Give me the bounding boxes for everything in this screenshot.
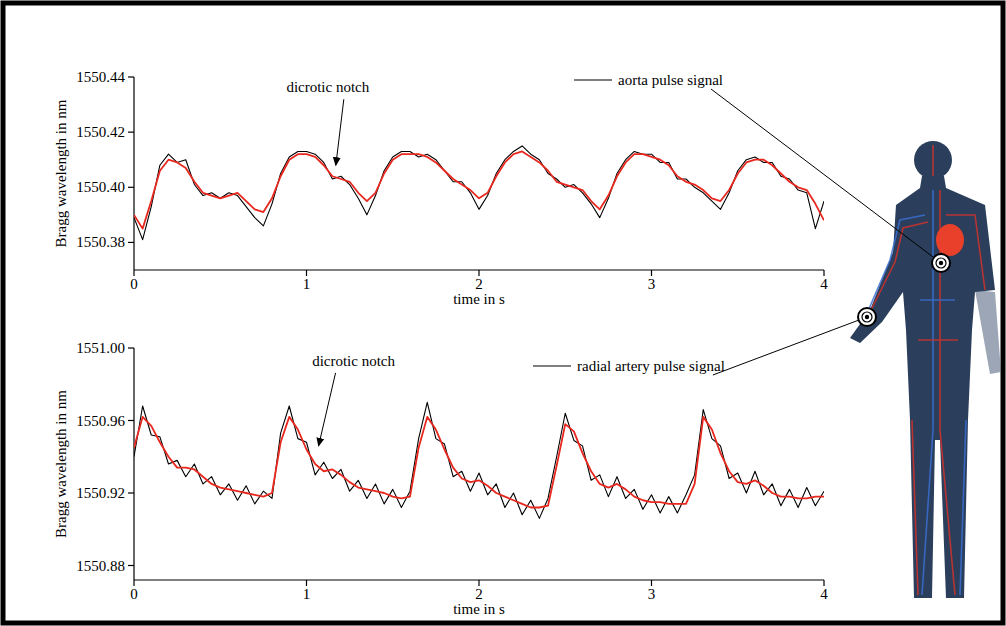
x-tick-label: 1: [303, 276, 311, 292]
series-group: [134, 146, 824, 240]
legend-label: aorta pulse signal: [618, 72, 723, 88]
y-tick-label: 1550.88: [76, 558, 125, 574]
body-vessel: [920, 299, 955, 301]
annotation: dicrotic notch: [312, 353, 395, 369]
sensor-marker-dot: [939, 261, 943, 265]
body-silhouette: [850, 176, 995, 598]
figure: 1550.38 1550.40 1550.42 1550.44 0 1 2 3 4 time in…: [0, 0, 1006, 626]
y-tick: [128, 242, 134, 243]
y-tick: [128, 187, 134, 188]
series-line: [134, 146, 824, 240]
y-tick: [128, 492, 134, 493]
body-vessel: [932, 145, 934, 176]
body-arm-faded: [975, 290, 1001, 374]
frame: [3, 3, 1003, 623]
sensor-marker-ring: [936, 258, 946, 268]
y-axis-title: Bragg wavelength in nm: [53, 99, 69, 247]
y-axis-title: Bragg wavelength in nm: [53, 390, 69, 538]
y-tick: [128, 76, 134, 77]
y-tick-label: 1550.40: [76, 179, 125, 195]
body-vessel: [870, 222, 928, 312]
panel: 1550.88 1550.92 1550.96 1551.00 0 1 2 3 4 time in…: [53, 317, 867, 617]
x-tick-label: 2: [475, 276, 483, 292]
y-tick-label: 1550.38: [76, 234, 125, 250]
y-tick-label: 1550.96: [76, 413, 125, 429]
legend-swatch: [533, 365, 571, 366]
x-tick-label: 1: [303, 586, 311, 602]
y-axis: [133, 348, 134, 580]
legend-swatch: [574, 79, 612, 80]
body-heart: [936, 224, 964, 256]
sensor-marker-ring: [862, 312, 872, 322]
sensor-marker-dot: [865, 315, 869, 319]
x-axis-title: time in s: [453, 291, 505, 307]
panel: 1550.38 1550.40 1550.42 1550.44 0 1 2 3 4 time in…: [53, 69, 941, 307]
y-tick-label: 1550.92: [76, 485, 125, 501]
body-vessel: [912, 420, 918, 595]
x-tick-label: 3: [648, 586, 656, 602]
leader-line: [711, 89, 941, 263]
y-tick-label: 1550.44: [76, 69, 125, 85]
body-head: [914, 141, 952, 179]
x-tick-label: 0: [130, 276, 138, 292]
series-line: [134, 402, 824, 518]
annotation-arrow: [336, 99, 344, 165]
sensor-marker: [858, 308, 876, 326]
annotation: dicrotic notch: [286, 79, 369, 95]
x-axis-title: time in s: [453, 601, 505, 617]
legend-label: radial artery pulse signal: [577, 358, 725, 374]
sensor-marker: [932, 254, 950, 272]
y-tick-label: 1551.00: [76, 340, 125, 356]
y-tick-label: 1550.42: [76, 124, 125, 140]
annotation-arrow: [319, 373, 336, 446]
body-vessel: [960, 420, 966, 595]
series-line: [134, 417, 824, 508]
body-vessel: [922, 190, 933, 595]
y-axis: [133, 77, 134, 270]
x-tick-label: 0: [130, 586, 138, 602]
y-tick: [128, 565, 134, 566]
y-tick: [128, 347, 134, 348]
x-tick-label: 2: [475, 586, 483, 602]
x-tick-label: 4: [820, 586, 828, 602]
x-tick-label: 3: [648, 276, 656, 292]
series-group: [134, 402, 824, 518]
y-tick: [128, 420, 134, 421]
body-illustration: [850, 141, 1001, 598]
series-line: [134, 151, 824, 228]
body-vessel: [918, 339, 958, 341]
leader-line: [713, 317, 867, 375]
y-tick: [128, 132, 134, 133]
x-tick-label: 4: [820, 276, 828, 292]
